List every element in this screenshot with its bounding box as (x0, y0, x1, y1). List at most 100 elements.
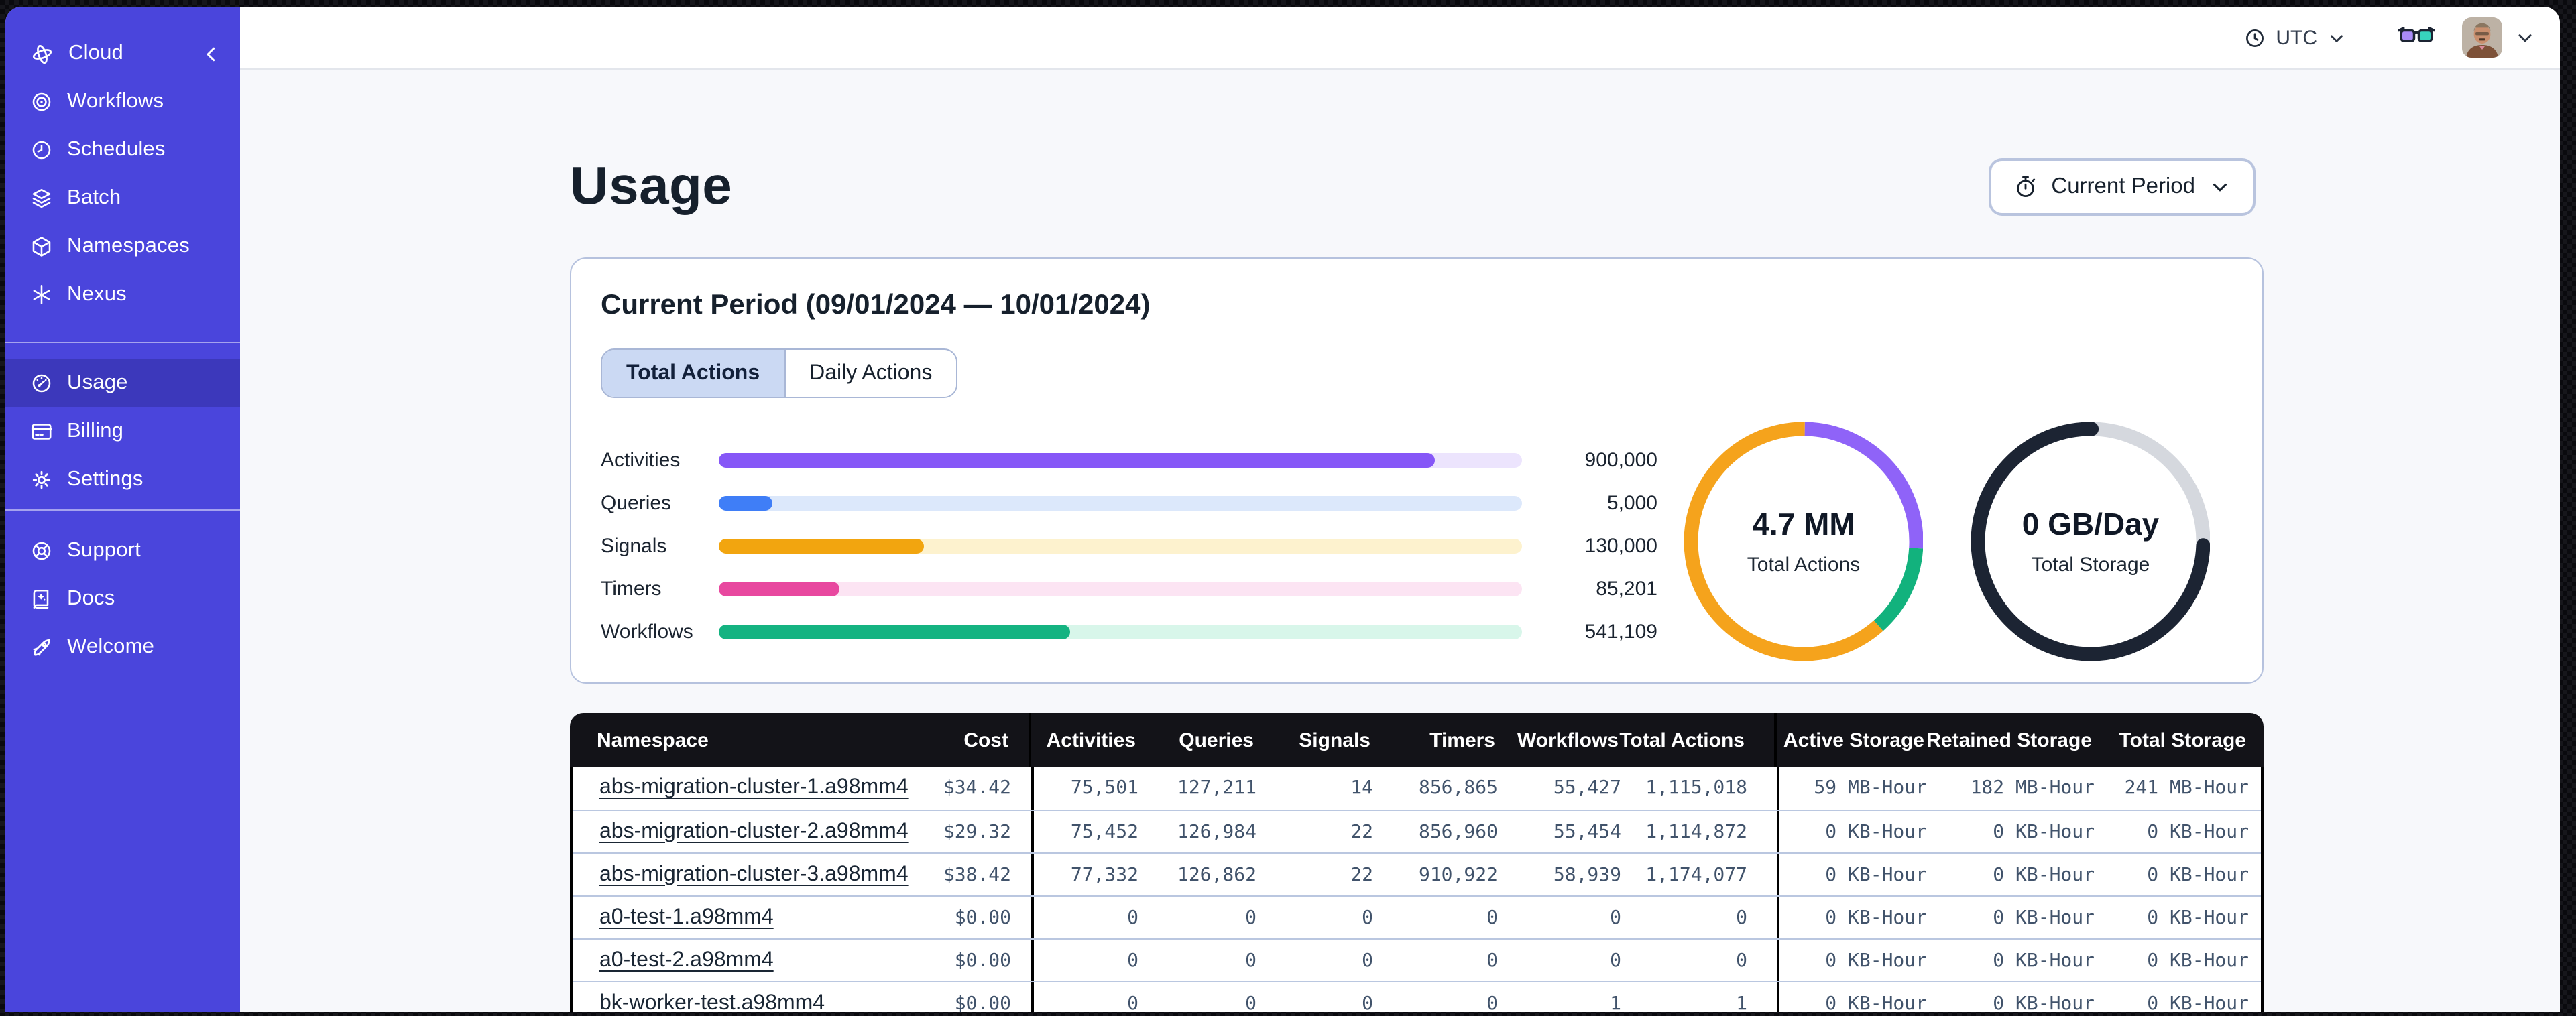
table-cell: 0 (1362, 993, 1373, 1012)
bar-label: Activities (601, 448, 681, 471)
bar-track (719, 624, 1522, 639)
bar-label: Workflows (601, 620, 693, 643)
current-period-card: Current Period (09/01/2024 — 10/01/2024)… (570, 257, 2264, 684)
timezone-selector[interactable]: UTC (2243, 26, 2347, 49)
table-cell: 22 (1350, 821, 1373, 842)
main-content: Usage Current Period Current Period (09/… (240, 70, 2560, 1012)
table-cell: 1,115,018 (1645, 777, 1747, 799)
sidebar-item-docs[interactable]: Docs (5, 575, 240, 623)
user-avatar[interactable] (2462, 17, 2502, 58)
namespace-link[interactable]: bk-worker-test.a98mm4 (599, 991, 825, 1012)
table-cell: 58,939 (1553, 864, 1621, 885)
table-cell: 0 KB-Hour (2147, 864, 2249, 885)
bar-row-activities: Activities 900,000 (601, 438, 1657, 481)
table-cell: 75,452 (1031, 811, 1138, 852)
column-header: Active Storage (1774, 713, 1924, 767)
bar-row-signals: Signals 130,000 (601, 524, 1657, 567)
table-cell: 55,427 (1553, 777, 1621, 799)
bar-track (719, 495, 1522, 510)
table-cell: a0-test-2.a98mm4 (573, 948, 915, 972)
table-cell: 59 MB-Hour (1777, 767, 1927, 810)
sidebar-item-nexus[interactable]: Nexus (5, 271, 240, 319)
namespace-link[interactable]: abs-migration-cluster-3.a98mm4 (599, 863, 909, 885)
sidebar-collapse-icon[interactable] (201, 44, 221, 64)
table-cell: 0 (1486, 993, 1498, 1012)
table-cell: 0 (1031, 982, 1138, 1012)
bar-fill (719, 452, 1435, 467)
table-cell: 1,114,872 (1645, 821, 1747, 842)
table-cell: 0 KB-Hour (1993, 950, 2095, 971)
table-cell: $29.32 (943, 821, 1011, 842)
table-cell: 0 (1245, 950, 1256, 971)
namespace-link[interactable]: a0-test-2.a98mm4 (599, 948, 774, 971)
user-menu-chevron-icon[interactable] (2514, 27, 2536, 48)
sidebar-item-batch[interactable]: Batch (5, 174, 240, 223)
table-cell: 1 (1610, 993, 1621, 1012)
sidebar-item-schedules[interactable]: Schedules (5, 126, 240, 174)
temporal-logo-icon (30, 41, 55, 66)
column-header: Cost (963, 728, 1008, 751)
table-cell: 0 (1610, 950, 1621, 971)
clock-icon (2243, 26, 2266, 49)
table-cell: 0 (1362, 950, 1373, 971)
table-row: abs-migration-cluster-3.a98mm4 $38.42 77,3… (573, 852, 2261, 895)
table-cell: 0 (1031, 940, 1138, 981)
bar-label: Signals (601, 534, 667, 557)
table-cell: 14 (1350, 777, 1373, 799)
bar-row-workflows: Workflows 541,109 (601, 610, 1657, 653)
table-cell: 0 KB-Hour (2147, 993, 2249, 1012)
table-row: a0-test-2.a98mm4 $0.00 0 0 0 0 0 0 0 KB-Hour 0 KB… (573, 938, 2261, 981)
table-cell: 0 (1736, 907, 1747, 928)
top-header: UTC (240, 7, 2560, 70)
table-row: bk-worker-test.a98mm4 $0.00 0 0 0 0 1 1 0 KB-Hou… (573, 981, 2261, 1012)
nexus-icon (30, 283, 54, 307)
table-cell: 0 (1610, 907, 1621, 928)
workflows-icon (30, 90, 54, 114)
chevron-down-icon (2209, 175, 2231, 198)
bar-track (719, 538, 1522, 553)
sidebar-brand-cloud[interactable]: Cloud (5, 29, 240, 78)
namespace-link[interactable]: abs-migration-cluster-2.a98mm4 (599, 820, 909, 842)
table-body: abs-migration-cluster-1.a98mm4 $34.42 75,5… (570, 767, 2264, 1012)
namespace-usage-table: Namespace Cost Activities Queries Signals Tim… (570, 713, 2264, 1012)
table-cell: $0.00 (954, 950, 1011, 971)
bar-label: Timers (601, 577, 662, 600)
sidebar-item-workflows[interactable]: Workflows (5, 78, 240, 126)
donut-value: 4.7 MM (1752, 507, 1855, 542)
column-header: Queries (1179, 728, 1254, 751)
table-row: abs-migration-cluster-2.a98mm4 $29.32 75,4… (573, 810, 2261, 852)
bar-fill (719, 495, 772, 510)
total-storage-donut: 0 GB/Day Total Storage (1971, 422, 2211, 661)
namespace-link[interactable]: abs-migration-cluster-1.a98mm4 (599, 776, 909, 799)
namespace-link[interactable]: a0-test-1.a98mm4 (599, 905, 774, 928)
sidebar-item-usage[interactable]: Usage (5, 359, 240, 407)
table-cell: 182 MB-Hour (1970, 777, 2095, 799)
table-cell: 127,211 (1177, 777, 1256, 799)
bar-value: 130,000 (1584, 534, 1657, 557)
table-cell: 0 KB-Hour (1777, 982, 1927, 1012)
table-cell: 0 KB-Hour (1993, 993, 2095, 1012)
sidebar-item-welcome[interactable]: Welcome (5, 623, 240, 672)
sidebar-item-namespaces[interactable]: Namespaces (5, 223, 240, 271)
table-cell: $34.42 (943, 777, 1011, 799)
table-cell: 0 (1245, 907, 1256, 928)
bar-value: 5,000 (1606, 491, 1657, 514)
table-cell: 75,501 (1031, 767, 1138, 810)
column-header: Total Storage (2119, 728, 2246, 751)
table-cell: 0 KB-Hour (2147, 907, 2249, 928)
sidebar-item-support[interactable]: Support (5, 527, 240, 575)
tab-total-actions[interactable]: Total Actions (602, 350, 784, 397)
table-cell: $38.42 (943, 864, 1011, 885)
sidebar-item-billing[interactable]: Billing (5, 407, 240, 456)
labs-glasses-icon[interactable] (2398, 25, 2435, 50)
page-title: Usage (570, 157, 733, 216)
batch-icon (30, 186, 54, 210)
table-cell: a0-test-1.a98mm4 (573, 905, 915, 930)
period-selector-button[interactable]: Current Period (1988, 157, 2256, 215)
donut-label: Total Storage (2031, 554, 2150, 576)
bar-fill (719, 538, 925, 553)
table-cell: $0.00 (954, 907, 1011, 928)
sidebar-item-settings[interactable]: Settings (5, 456, 240, 504)
sidebar-divider (5, 342, 240, 343)
tab-daily-actions[interactable]: Daily Actions (784, 350, 957, 397)
